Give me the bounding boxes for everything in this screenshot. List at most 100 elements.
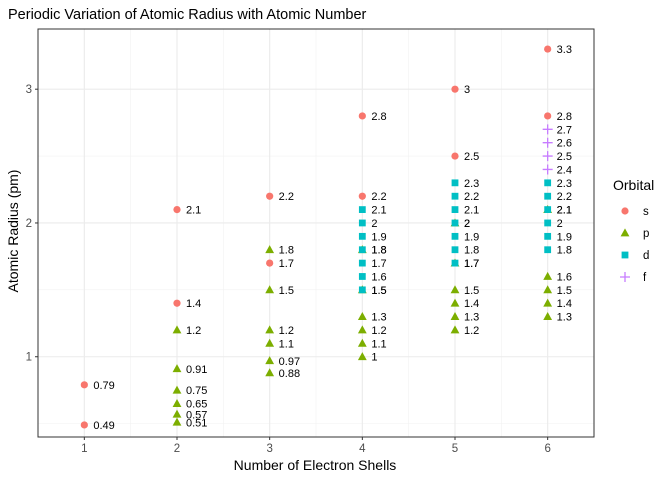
point-s (544, 112, 552, 120)
point-f (542, 137, 553, 148)
point-f (542, 124, 553, 135)
point-label-p: 1.3 (371, 312, 386, 324)
y-tick-label: 1 (26, 352, 32, 364)
point-label-s: 2.2 (279, 191, 294, 203)
y-tick-label: 2 (26, 218, 32, 230)
point-label-p: 0.91 (186, 364, 207, 376)
data-points (80, 45, 553, 429)
point-p (172, 398, 182, 407)
point-s (358, 192, 366, 200)
legend-label-s: s (643, 206, 649, 218)
point-d (358, 246, 366, 254)
point-p (172, 417, 182, 426)
point-label-f: 2.5 (557, 151, 572, 163)
point-p (543, 285, 553, 294)
point-s (544, 45, 552, 53)
point-label-s: 1.7 (279, 258, 294, 270)
x-tick-label: 6 (544, 443, 550, 455)
point-label-s: 2.8 (371, 111, 386, 123)
point-label-p: 1.5 (279, 285, 294, 297)
point-d (451, 259, 459, 267)
point-p (450, 285, 460, 294)
point-label-d: 2.2 (464, 191, 479, 203)
grid-minor (38, 29, 594, 437)
point-label-d: 2.2 (557, 191, 572, 203)
point-d (358, 219, 366, 227)
x-axis: 1 2 3 4 5 6 (81, 437, 551, 455)
x-tick-label: 5 (452, 443, 458, 455)
point-s (173, 299, 181, 307)
point-label-s: 3.3 (557, 44, 572, 56)
point-p (265, 245, 275, 254)
point-d (544, 206, 552, 213)
point-s (358, 112, 366, 120)
x-tick-label: 2 (174, 443, 180, 455)
point-label-d: 1.7 (371, 258, 386, 270)
point-p (450, 312, 460, 321)
point-p (265, 368, 275, 377)
point-d (451, 219, 459, 227)
point-p (543, 271, 553, 280)
point-d (544, 192, 552, 200)
point-d (451, 246, 459, 254)
point-label-p: 2 (464, 218, 470, 230)
point-p (265, 285, 275, 294)
point-d (451, 232, 459, 240)
point-label-d: 2 (371, 218, 377, 230)
point-d (358, 273, 366, 280)
point-p (357, 352, 367, 361)
point-p (450, 325, 460, 334)
point-p (357, 312, 367, 321)
point-label-p: 0.75 (186, 385, 207, 397)
point-p (543, 312, 553, 321)
point-p (265, 325, 275, 334)
point-label-s: 3 (464, 84, 470, 96)
legend-label-f: f (643, 272, 647, 284)
point-label-p: 1 (371, 352, 377, 364)
point-f (542, 151, 553, 162)
point-label-d: 1.7 (464, 258, 479, 270)
point-label-d: 1.8 (464, 245, 479, 257)
point-s (266, 259, 274, 267)
point-p (172, 385, 182, 394)
point-p (265, 356, 275, 365)
point-label-s: 2.2 (371, 191, 386, 203)
point-label-d: 2 (464, 218, 470, 230)
point-d (451, 192, 459, 200)
plot-border (37, 28, 595, 438)
legend-key-s (621, 207, 629, 215)
point-p (265, 338, 275, 347)
point-label-p: 0.65 (186, 399, 207, 411)
point-label-p: 0.88 (279, 368, 300, 380)
point-label-p: 1.3 (464, 312, 479, 324)
point-label-p: 1.4 (464, 298, 479, 310)
point-d (544, 246, 552, 254)
point-s (173, 205, 181, 214)
point-label-d: 1.8 (371, 245, 386, 257)
point-d (544, 179, 552, 187)
point-label-d: 2 (557, 218, 563, 230)
legend-key-p (620, 228, 630, 237)
point-p (172, 325, 182, 334)
point-label-p: 1.3 (557, 312, 572, 324)
y-tick-label: 3 (26, 84, 32, 96)
chart-title: Periodic Variation of Atomic Radius with… (8, 7, 367, 23)
point-p (357, 338, 367, 347)
point-label-p: 1.2 (371, 325, 386, 337)
y-axis-title: Atomic Radius (pm) (5, 170, 21, 293)
point-d (358, 232, 366, 240)
point-s (451, 85, 459, 93)
point-label-d: 2.3 (464, 178, 479, 190)
x-tick-label: 3 (266, 443, 272, 455)
point-label-s: 2.1 (186, 205, 201, 217)
point-label-p: 1.2 (279, 325, 294, 337)
point-label-f: 2.4 (557, 164, 572, 176)
plot-area: 0.79 0.49 2.1 1.4 2.2 1.7 2.8 2.2 3 2.5 3.3 2.8 1.2 0… (37, 28, 595, 438)
point-label-p: 1.6 (557, 271, 572, 283)
point-label-p: 1.5 (464, 285, 479, 297)
point-d (451, 206, 459, 213)
point-s (80, 421, 88, 429)
